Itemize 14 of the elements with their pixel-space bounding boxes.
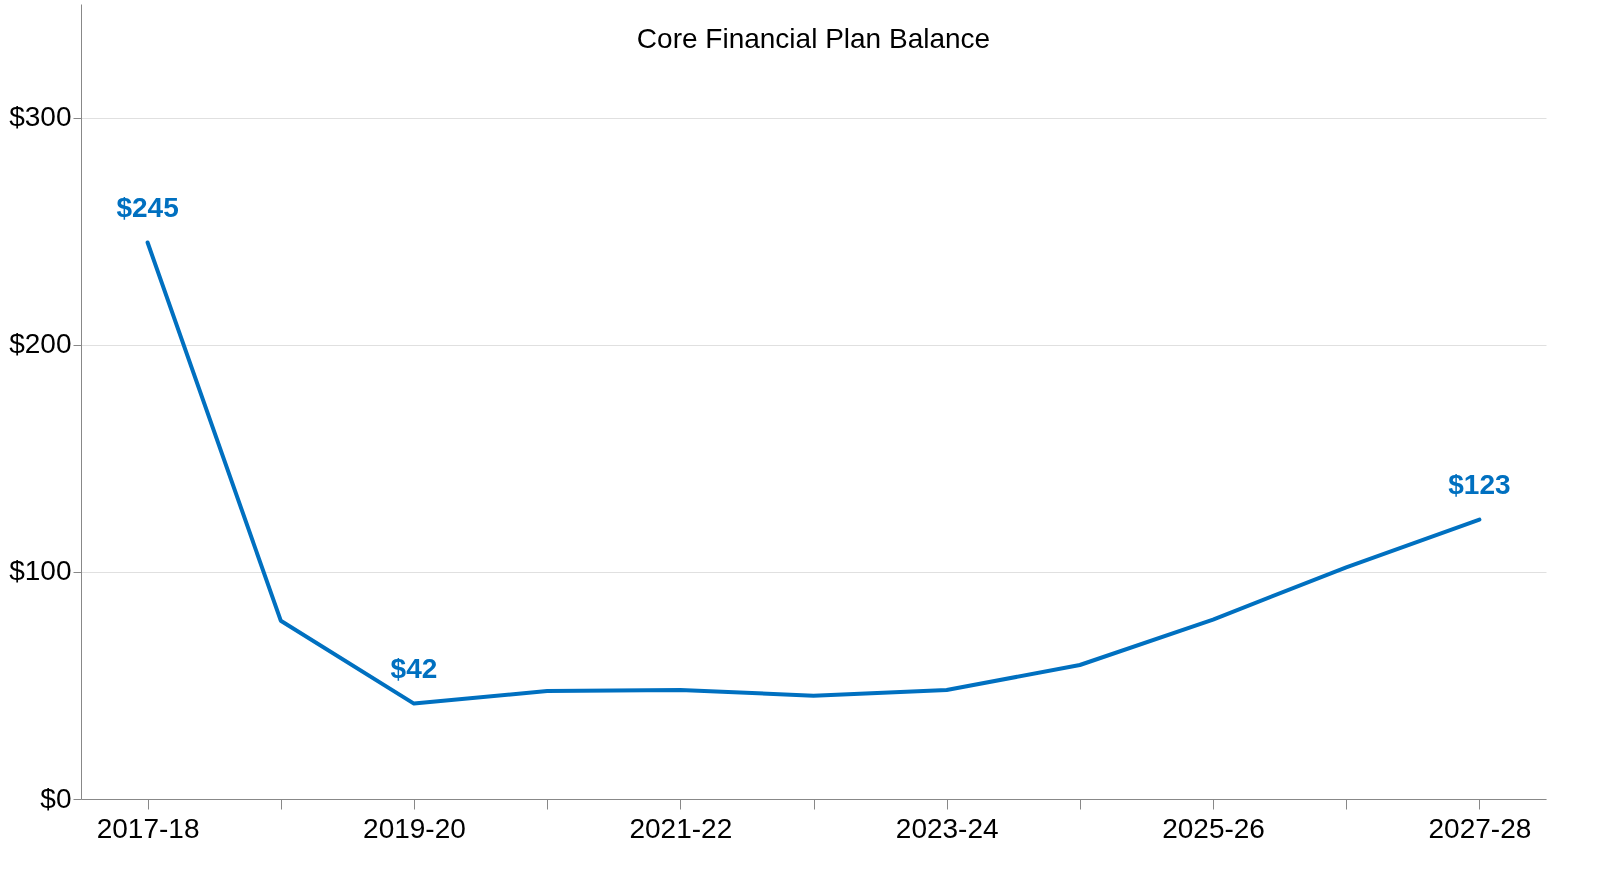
x-tick-label: 2027-28 bbox=[1428, 812, 1532, 844]
y-tick-label: $200 bbox=[9, 328, 72, 360]
data-label: $42 bbox=[390, 652, 438, 684]
x-tick-label: 2019-20 bbox=[363, 812, 466, 844]
y-tick-label: $300 bbox=[9, 101, 72, 133]
data-label: $245 bbox=[116, 191, 179, 223]
data-label: $123 bbox=[1448, 468, 1511, 500]
x-tick-label: 2021-22 bbox=[629, 812, 733, 844]
y-tick-label: $100 bbox=[9, 555, 72, 587]
text: Core Financial Plan Balance bbox=[636, 23, 991, 54]
x-tick-label: 2017-18 bbox=[96, 812, 200, 844]
y-tick-label: $0 bbox=[40, 782, 72, 814]
x-tick-label: 2023-24 bbox=[895, 812, 999, 844]
x-tick-label: 2025-26 bbox=[1162, 812, 1265, 844]
